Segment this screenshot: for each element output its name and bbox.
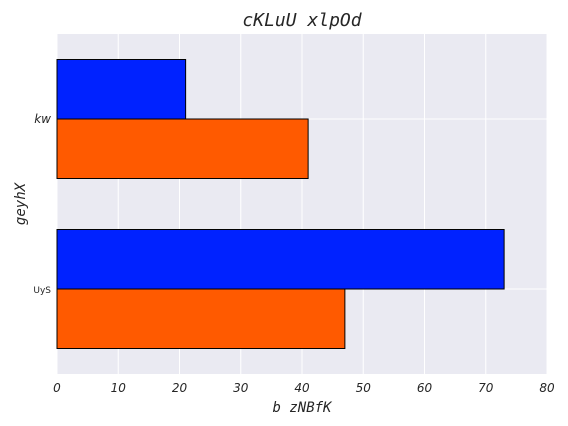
y-tick-labels: kw UyS — [33, 112, 51, 296]
x-tick-label: 0 — [53, 381, 61, 395]
x-tick-labels: 0 10 20 30 40 50 60 70 80 — [53, 381, 555, 395]
bars — [56, 59, 505, 349]
y-tick-label: kw — [34, 112, 51, 126]
x-tick-label: 50 — [356, 381, 372, 395]
x-tick-label: 80 — [539, 381, 555, 395]
bar-UyS-series-1 — [56, 229, 505, 290]
bar-kw-series-2 — [56, 118, 309, 179]
chart-title: cKLuU xlpOd — [242, 10, 362, 31]
bar-UyS-series-2 — [56, 288, 346, 349]
x-tick-label: 70 — [478, 381, 494, 395]
x-tick-label: 30 — [233, 381, 249, 395]
y-axis-label: geyhX — [13, 181, 29, 225]
x-axis-label: b zNBfK — [272, 400, 333, 416]
y-tick-label: UyS — [33, 286, 51, 296]
x-tick-label: 60 — [417, 381, 433, 395]
x-tick-label: 40 — [294, 381, 310, 395]
bar-kw-series-1 — [56, 59, 187, 120]
x-tick-label: 10 — [111, 381, 127, 395]
x-tick-label: 20 — [172, 381, 188, 395]
